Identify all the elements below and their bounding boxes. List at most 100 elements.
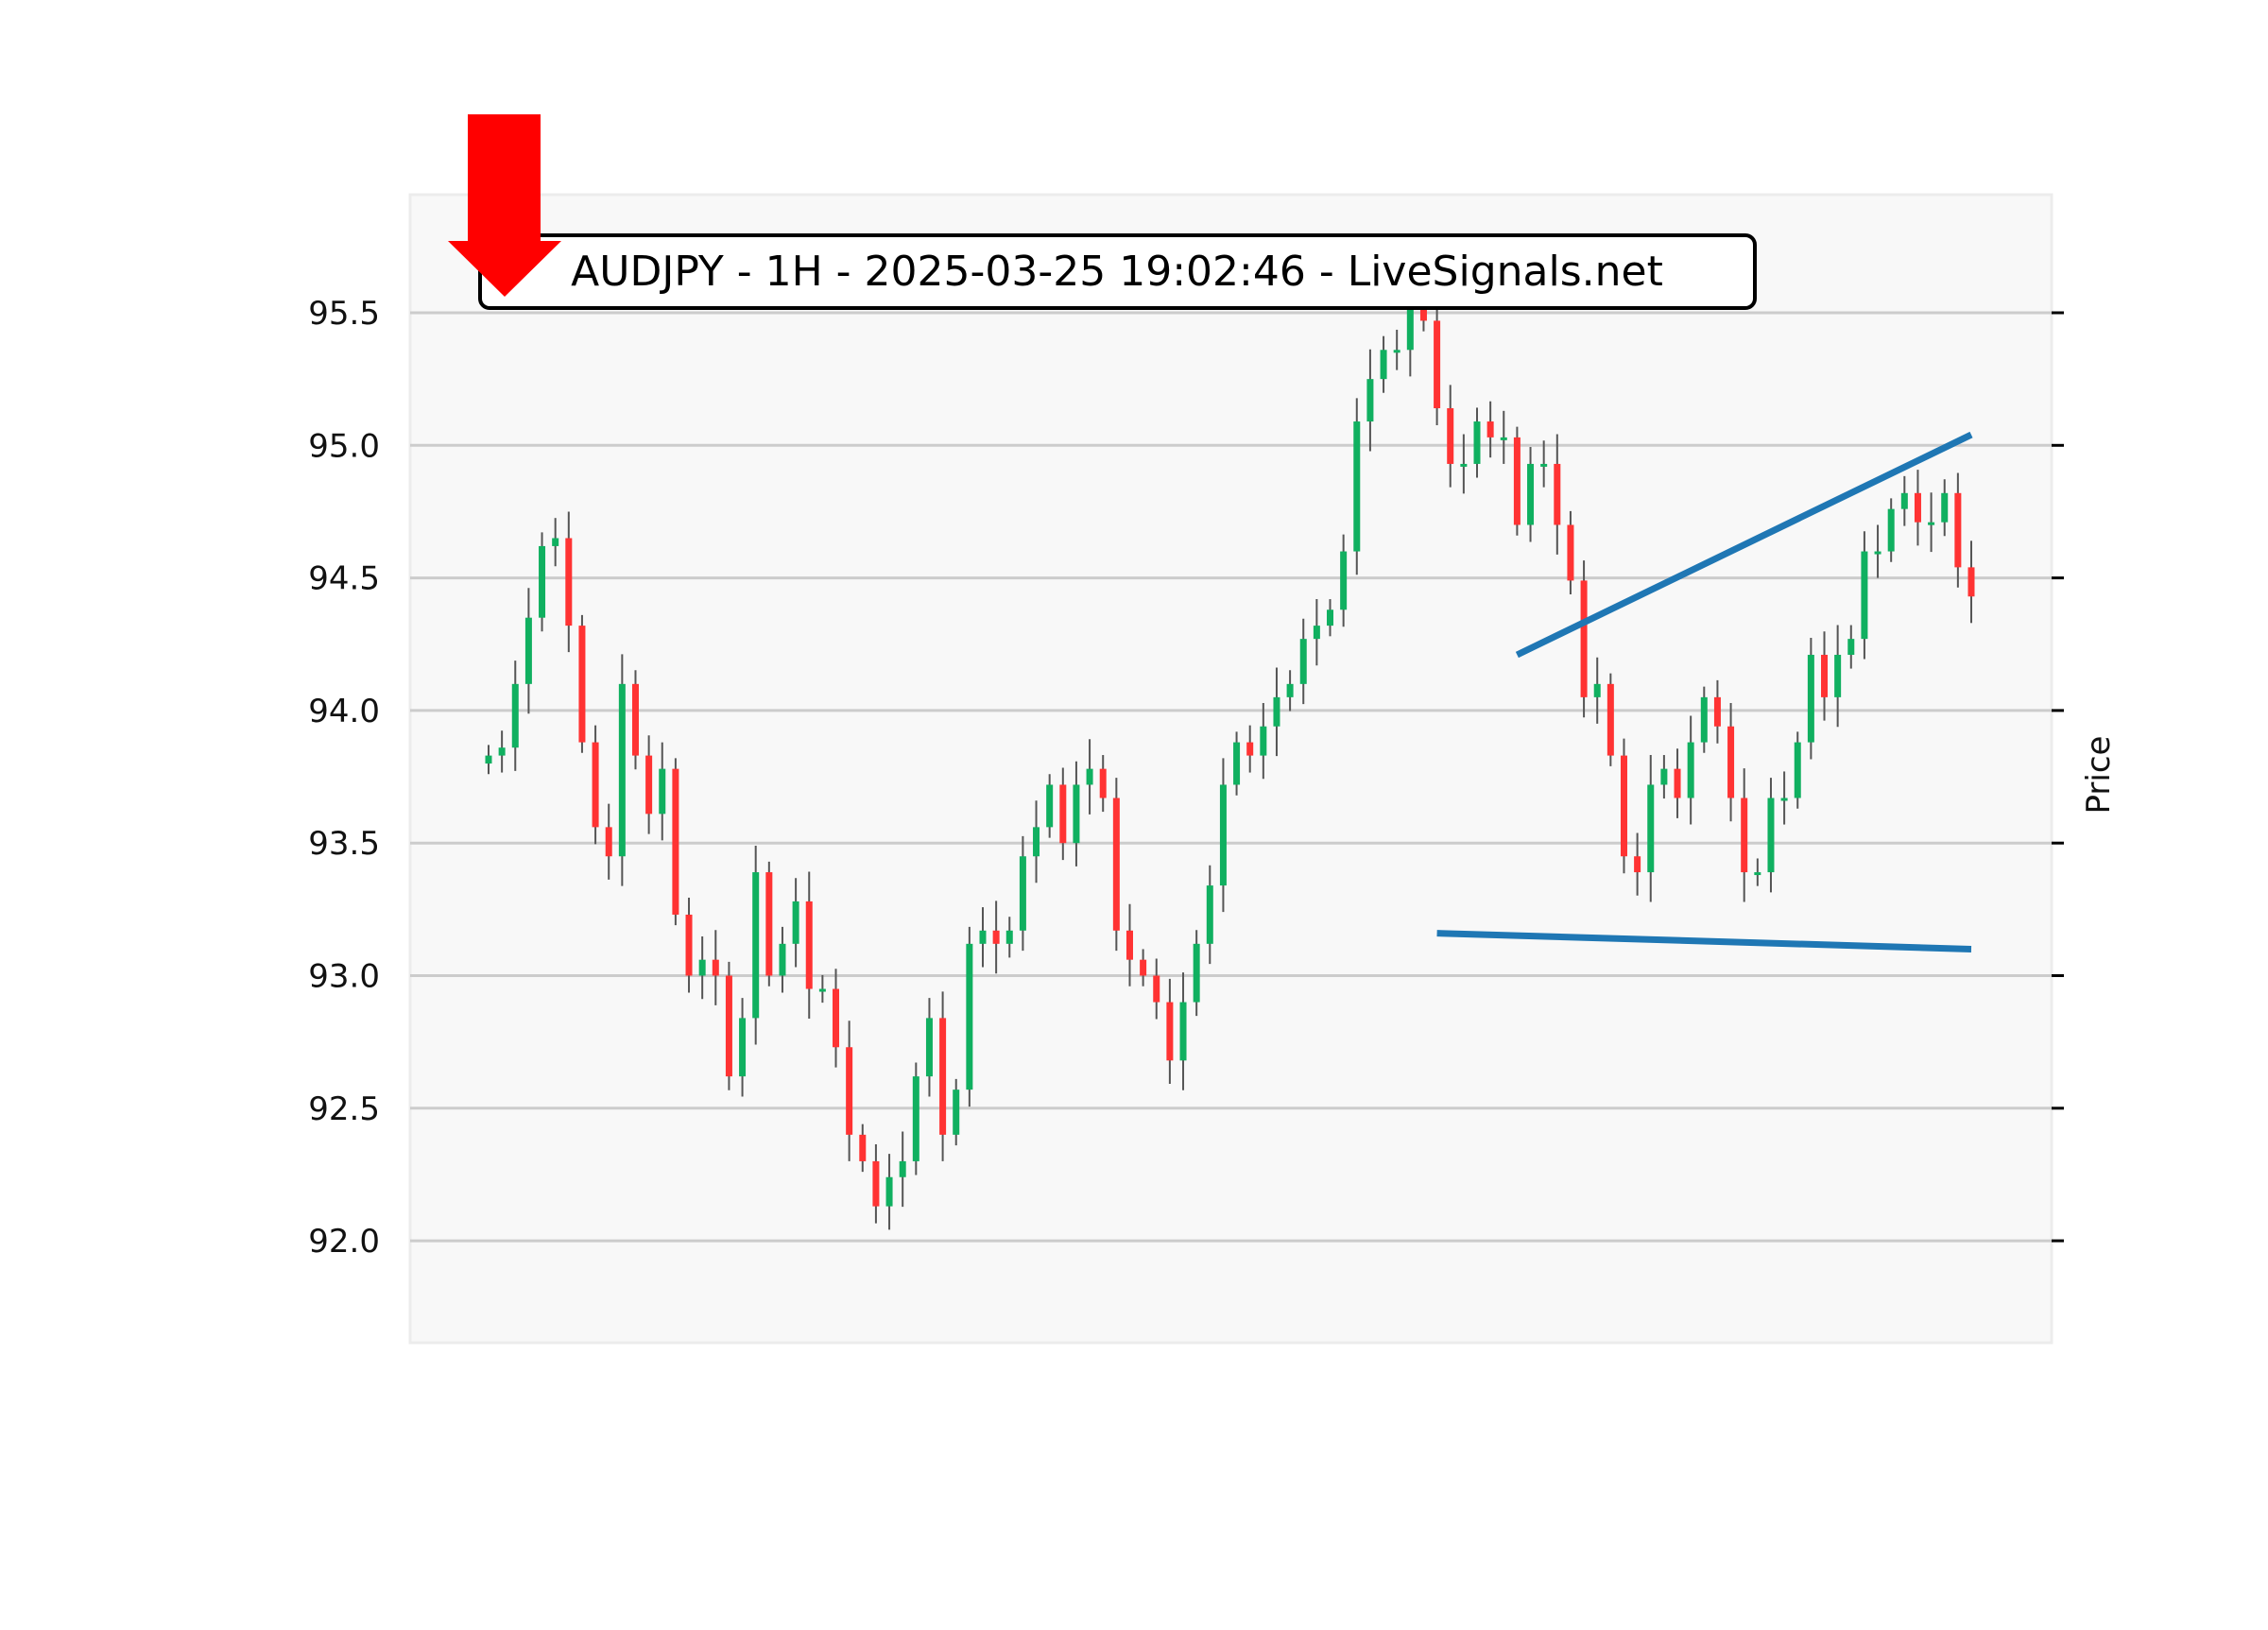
candle-up	[552, 538, 559, 546]
candle-up	[953, 1090, 960, 1135]
candle-up	[1941, 492, 1949, 523]
y-tick-label: 93.0	[308, 958, 380, 996]
candle-up	[1219, 784, 1227, 886]
candle-up	[966, 943, 973, 1090]
candle-down	[939, 1018, 947, 1135]
candle-down	[833, 988, 840, 1048]
candle-up	[1687, 742, 1694, 798]
candle-up	[1393, 350, 1400, 353]
candle-up	[1700, 696, 1708, 743]
candle-down	[1513, 437, 1521, 525]
candle-up	[1206, 885, 1213, 944]
candle-down	[645, 755, 653, 815]
candle-up	[1033, 827, 1040, 857]
candle-down	[992, 930, 1000, 944]
candle-up	[1260, 726, 1267, 756]
candle-up	[1233, 742, 1241, 785]
candle-up	[539, 545, 546, 618]
candle-up	[1527, 463, 1535, 525]
candle-up	[498, 747, 506, 756]
candle-down	[1434, 320, 1441, 409]
candle-up	[752, 872, 760, 1019]
candle-up	[1647, 784, 1655, 873]
candle-down	[1419, 304, 1427, 321]
candle-up	[1460, 463, 1468, 467]
candle-down	[1727, 726, 1735, 798]
candle-up	[1660, 768, 1668, 785]
candle-up	[1834, 654, 1842, 697]
trendlines	[1436, 431, 1973, 952]
candle-up	[1086, 768, 1093, 785]
candle-up	[792, 901, 799, 944]
y-tick-label: 95.5	[308, 295, 380, 333]
candle-down	[1153, 975, 1160, 1003]
candle-up	[1046, 784, 1054, 828]
y-tick-label: 92.5	[308, 1090, 380, 1128]
candle-up	[1019, 856, 1026, 931]
candle-down	[1741, 798, 1748, 873]
candle-up	[1327, 609, 1334, 626]
candle-down	[578, 626, 586, 743]
candle-up	[779, 943, 786, 976]
candle-down	[846, 1047, 853, 1135]
candle-up	[659, 768, 666, 815]
candle-down	[1125, 930, 1133, 960]
candle-up	[485, 755, 492, 764]
y-tick-labels: 92.0 92.5 93.0 93.5 94.0 94.5 95.0 95.5	[308, 295, 380, 1261]
gridlines	[410, 311, 2064, 1243]
candle-up	[1900, 492, 1908, 509]
candle-up	[739, 1018, 747, 1077]
candle-up	[1179, 1002, 1187, 1061]
candle-down	[805, 901, 813, 989]
sell-arrow-icon	[448, 114, 561, 297]
candle-up	[1380, 350, 1387, 380]
candle-down	[872, 1160, 880, 1207]
candle-down	[1246, 742, 1254, 756]
candle-up	[1593, 683, 1601, 697]
candle-down	[1112, 798, 1120, 931]
candle-up	[925, 1018, 933, 1077]
y-tick-label: 93.5	[308, 825, 380, 863]
candle-up	[618, 683, 626, 857]
candle-up	[818, 988, 826, 992]
candle-down	[725, 975, 732, 1077]
candle-down	[1140, 959, 1147, 976]
candle-down	[1821, 654, 1829, 697]
candle-down	[1914, 492, 1921, 523]
y-tick-label: 92.0	[308, 1223, 380, 1261]
candle-down	[1606, 683, 1614, 756]
candle-up	[885, 1176, 893, 1207]
y-tick-label: 94.0	[308, 693, 380, 730]
candle-down	[1674, 768, 1681, 798]
candle-up	[1807, 654, 1814, 743]
candle-down	[1967, 567, 1975, 597]
candle-up	[1780, 798, 1788, 801]
candle-up	[1874, 551, 1881, 555]
candle-up	[1767, 798, 1775, 873]
candle-down	[1447, 408, 1454, 464]
candle-up	[1299, 639, 1307, 684]
candle-up	[1473, 421, 1481, 464]
y-tick-label: 94.5	[308, 560, 380, 598]
candle-down	[631, 683, 639, 756]
candle-up	[1193, 943, 1200, 1003]
plot-area	[408, 193, 2053, 1345]
candle-up	[899, 1160, 906, 1177]
candle-up	[1273, 696, 1280, 727]
trendline	[1515, 431, 1973, 659]
candle-down	[1099, 768, 1107, 798]
title-box: AUDJPY - 1H - 2025-03-25 19:02:46 - Live…	[478, 233, 1757, 310]
candle-up	[1366, 379, 1374, 422]
candle-down	[1166, 1002, 1174, 1061]
candle-down	[1554, 463, 1561, 525]
candle-down	[1713, 696, 1721, 727]
candle-up	[1286, 683, 1294, 697]
candle-up	[1005, 930, 1013, 944]
candle-down	[672, 768, 679, 915]
candle-down	[1567, 524, 1574, 581]
candle-down	[859, 1134, 867, 1161]
candle-down	[712, 959, 719, 976]
candles	[485, 278, 1975, 1230]
candle-down	[685, 914, 693, 976]
